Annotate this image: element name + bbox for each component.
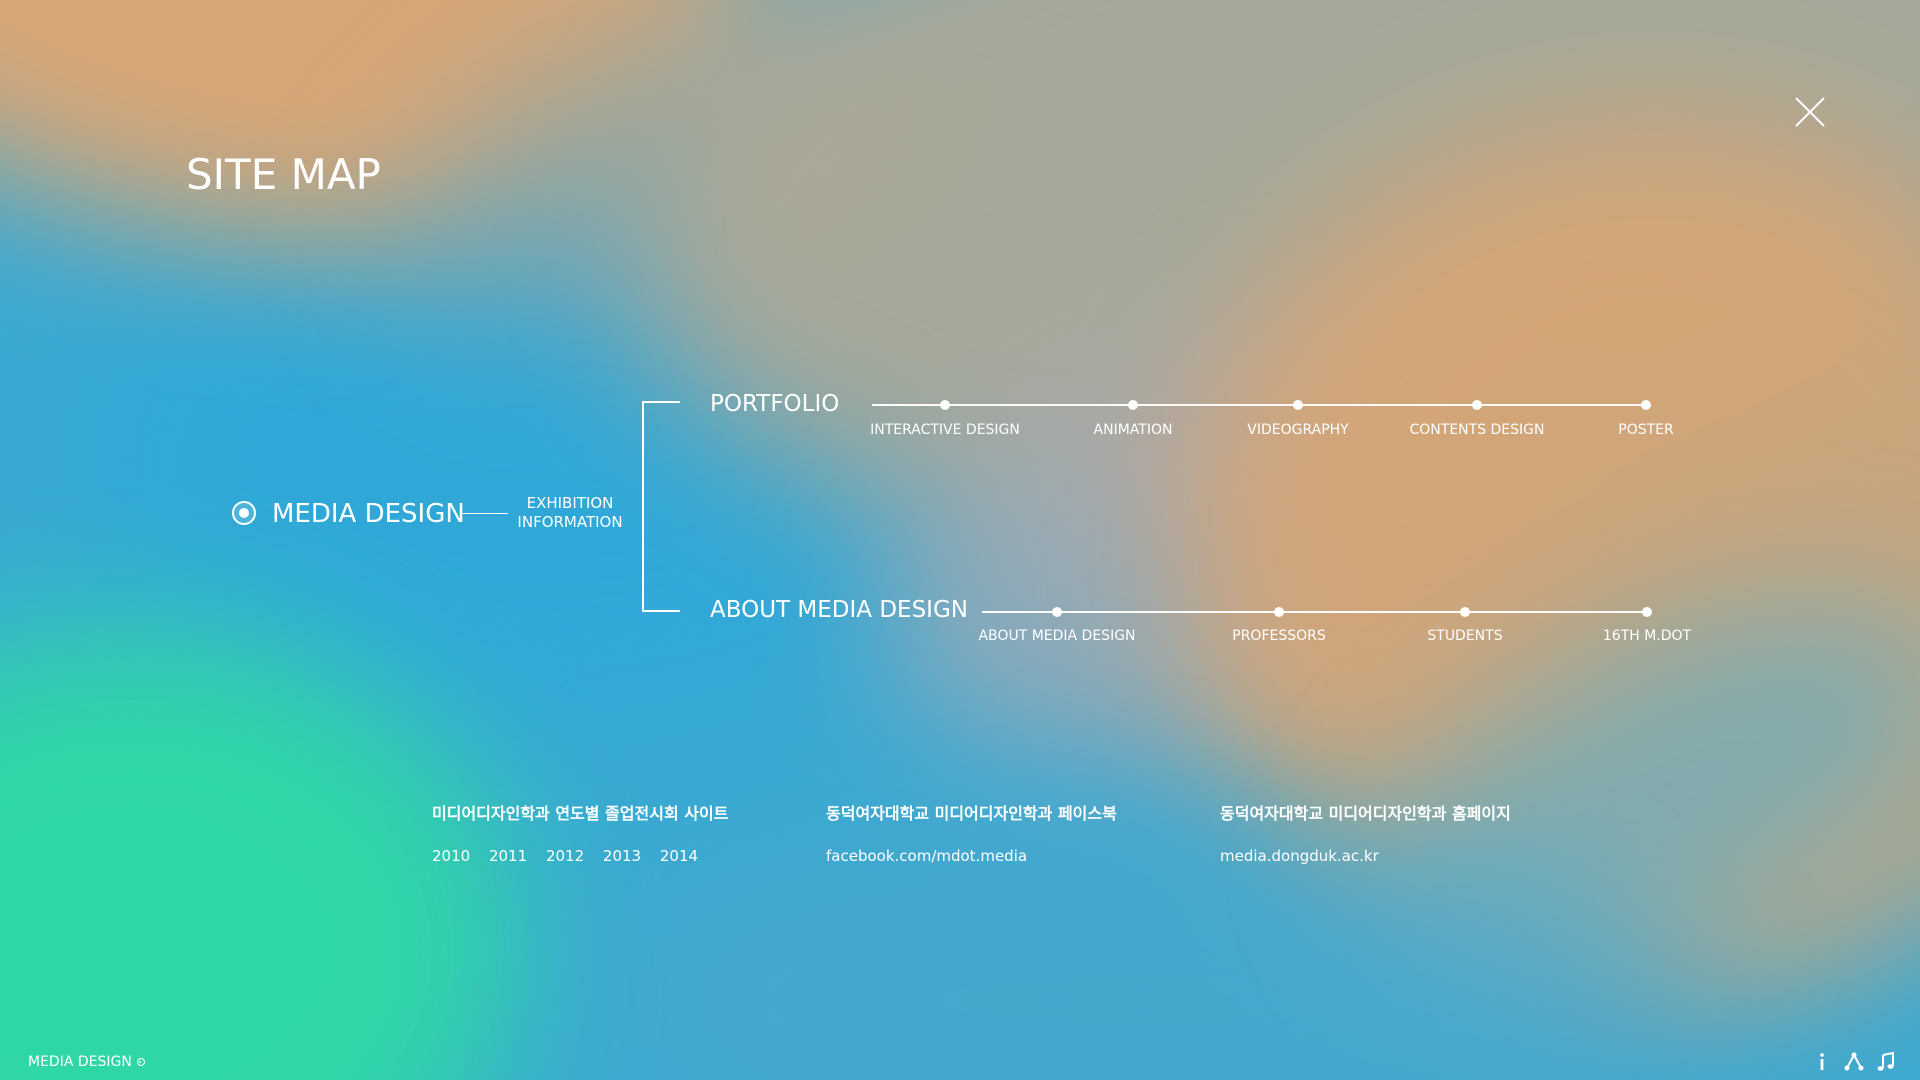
branch-about-media-design[interactable]: ABOUT MEDIA DESIGN [710,597,968,623]
about-node [1274,607,1284,617]
info-exhibitions: 미디어디자인학과 연도별 졸업전시회 사이트 2010 2011 2012 20… [432,802,812,866]
about-item-about-media-design[interactable]: ABOUT MEDIA DESIGN [978,628,1136,644]
footer-logo-text: MEDIA DESIGN [28,1054,132,1070]
exhibition-label-line1: EXHIBITION [526,494,614,512]
year-link-2012[interactable]: 2012 [545,847,585,865]
root-connector-line [462,513,508,514]
close-icon [1795,97,1825,127]
radio-dot-icon [232,501,256,525]
about-node [1642,607,1652,617]
portfolio-item-interactive-design[interactable]: INTERACTIVE DESIGN [870,422,1020,438]
info-button[interactable] [1811,1051,1833,1073]
exhibition-label-line2: INFORMATION [517,513,623,531]
share-icon [1844,1052,1864,1071]
year-link-2010[interactable]: 2010 [432,847,471,865]
portfolio-item-contents-design[interactable]: CONTENTS DESIGN [1409,422,1545,438]
portfolio-item-videography[interactable]: VIDEOGRAPHY [1247,422,1349,438]
homepage-link[interactable]: media.dongduk.ac.kr [1220,847,1379,865]
bracket-vertical-line [642,401,644,612]
about-node [1052,607,1062,617]
portfolio-node [1293,400,1303,410]
branch-portfolio[interactable]: PORTFOLIO [710,391,840,417]
about-node [1460,607,1470,617]
sitemap-root-media-design[interactable]: MEDIA DESIGN [272,499,465,529]
about-item-students[interactable]: STUDENTS [1427,628,1503,644]
portfolio-item-poster[interactable]: POSTER [1618,422,1674,438]
about-item-16th-mdot[interactable]: 16TH M.DOT [1602,628,1692,644]
year-link-2011[interactable]: 2011 [488,847,528,865]
about-track-line [982,611,1648,613]
info-exhibitions-title: 미디어디자인학과 연도별 졸업전시회 사이트 [432,804,729,823]
about-item-professors[interactable]: PROFESSORS [1232,628,1326,644]
music-note-icon [1877,1051,1894,1071]
info-homepage-title: 동덕여자대학교 미디어디자인학과 홈페이지 [1220,804,1511,823]
portfolio-node [1641,400,1651,410]
portfolio-node [940,400,950,410]
year-link-2014[interactable]: 2014 [659,847,699,865]
info-facebook: 동덕여자대학교 미디어디자인학과 페이스북 facebook.com/mdot.… [826,802,1206,866]
page-title: SITE MAP [186,150,381,199]
bracket-bottom-line [642,610,680,612]
year-links: 2010 2011 2012 2013 2014 [432,846,812,866]
facebook-link[interactable]: facebook.com/mdot.media [826,847,1028,865]
info-facebook-title: 동덕여자대학교 미디어디자인학과 페이스북 [826,804,1117,823]
portfolio-node [1472,400,1482,410]
share-button[interactable] [1843,1051,1865,1073]
footer-dot-icon [136,1058,145,1066]
close-button[interactable] [1790,92,1830,132]
portfolio-track-line [872,404,1648,406]
year-link-2013[interactable]: 2013 [602,847,642,865]
exhibition-information-link[interactable]: EXHIBITION INFORMATION [506,494,634,532]
music-button[interactable] [1875,1051,1897,1073]
info-homepage: 동덕여자대학교 미디어디자인학과 홈페이지 media.dongduk.ac.k… [1220,802,1600,866]
footer-logo[interactable]: MEDIA DESIGN [28,1053,145,1071]
portfolio-item-animation[interactable]: ANIMATION [1093,422,1173,438]
portfolio-node [1128,400,1138,410]
info-icon [1820,1053,1824,1070]
bracket-top-line [642,401,680,403]
